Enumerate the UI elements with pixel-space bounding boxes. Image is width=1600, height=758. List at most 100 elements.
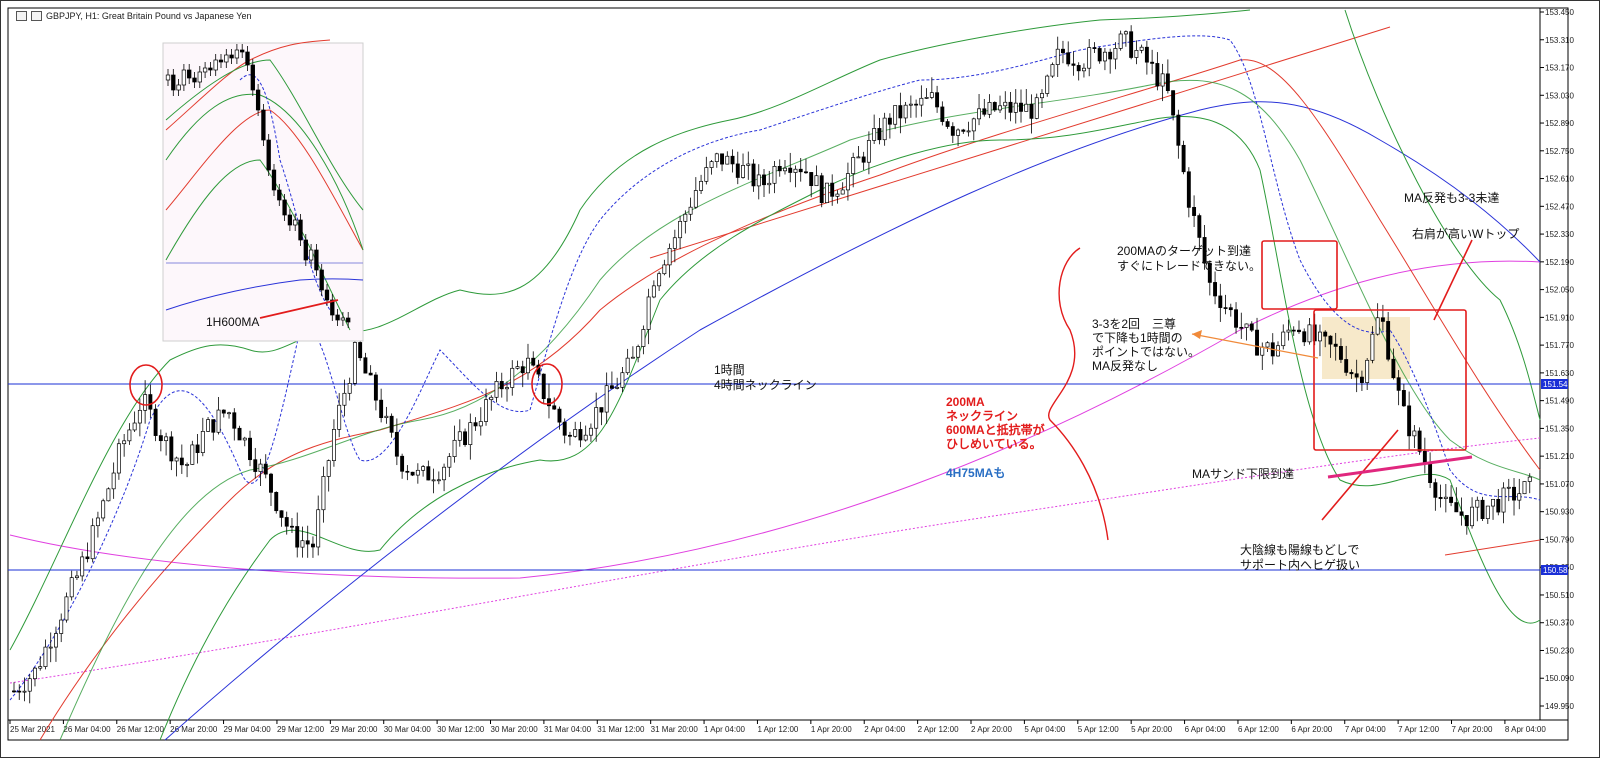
candle-bear [788,167,793,173]
candle-bull [678,220,683,239]
candle-bear [1092,47,1097,49]
inset-candle-body [202,67,208,73]
candle-bear [798,168,803,173]
candle-bull [1307,324,1312,343]
inset-red-line [259,299,339,319]
candle-bear [945,121,950,127]
candle-bear [85,556,90,560]
candle-bear [578,429,583,441]
candle-bull [651,285,656,298]
x-tick-label: 2 Apr 12:00 [918,725,959,734]
candle-bull [604,385,609,413]
candle-bull [835,193,840,197]
x-tick-label: 1 Apr 20:00 [811,725,852,734]
candle-bull [101,500,106,519]
candle-bull [33,667,37,680]
candle-bear [463,431,468,445]
candle-bear [1186,171,1191,208]
candle-bear [1171,90,1176,116]
candle-bull [1281,331,1286,347]
candle-bull [783,167,787,172]
candle-bear [1354,373,1359,378]
candle-bear [1496,498,1501,513]
candle-bear [305,540,310,545]
candle-bull [1443,496,1448,499]
window-menu-icon[interactable] [16,11,27,21]
inset-candle-body [229,54,234,59]
inset-candle-body [250,64,255,91]
candle-bear [1386,321,1391,360]
candle-bull [641,329,646,347]
candle-bear [1396,377,1401,391]
candle-bull [1517,493,1522,501]
price-tag-bg [1541,565,1568,575]
candle-bear [1407,405,1412,437]
inset-candle-body [335,314,340,321]
candle-bear [777,166,782,172]
candle-bull [1506,486,1511,489]
candle-bull [484,399,488,422]
candle-bull [866,140,871,163]
ma-sand-note: MAサンド下限到達 [1192,467,1295,481]
y-tick-label: 152.750 [1545,147,1574,156]
chart-type-icon[interactable] [31,11,42,21]
candle-bear [1008,101,1013,113]
candle-bull [326,460,331,477]
inset-candle-body [314,249,319,271]
price-tags: 151.54 150.58 [1541,379,1568,575]
candle-bear [541,373,546,400]
candle-bull [111,472,116,490]
candle-bear [531,357,536,366]
x-tick-label: 26 Mar 04:00 [63,725,111,734]
candle-bull [300,540,305,548]
y-tick-label: 152.470 [1545,202,1574,211]
candle-bull [882,117,887,141]
candle-bear [17,690,22,693]
candle-bull [1260,346,1265,356]
candle-bull [447,456,452,468]
candle-bull [1024,103,1029,112]
candle-bear [158,435,163,442]
candle-bear [379,399,384,418]
candle-bull [1244,323,1249,328]
candle-bull [588,427,593,436]
y-tick-label: 151.350 [1545,424,1574,433]
candle-bull [316,509,321,548]
y-tick-label: 151.770 [1545,341,1574,350]
ma-200-line [164,101,1541,741]
candle-bear [520,366,525,374]
candle-bull [431,479,436,482]
candle-bear [1061,48,1065,54]
three-note-4: MA反発なし [1092,359,1159,373]
y-tick-label: 152.050 [1545,286,1574,295]
inset-background [162,42,364,342]
candle-bull [38,666,43,669]
candle-bull [672,237,677,249]
candle-bull [216,409,221,433]
candle-bear [1192,207,1197,216]
x-tick-label: 1 Apr 12:00 [757,725,798,734]
three-note-1: 3-3を2回 三尊 [1092,317,1177,331]
x-tick-label: 29 Mar 20:00 [330,725,378,734]
candle-bear [373,374,378,401]
candle-bear [232,412,237,429]
x-tick-label: 5 Apr 04:00 [1024,725,1065,734]
candle-bear [274,492,279,512]
candle-bull [1470,506,1475,527]
trend-line-red [649,26,1391,259]
y-tick-label: 151.070 [1545,480,1574,489]
candle-bull [924,97,929,99]
y-tick-label: 153.030 [1545,91,1574,100]
candle-bear [358,342,363,359]
candle-bear [426,466,431,481]
candle-bull [1365,359,1370,383]
candle-bear [557,408,562,423]
candle-bull [116,443,121,474]
candle-bear [1401,390,1406,407]
inset-candle-body [224,54,229,63]
candle-bull [793,168,798,173]
candle-bear [1417,430,1422,452]
inset-candle-body [277,189,282,201]
circle-marker-left [129,364,163,406]
